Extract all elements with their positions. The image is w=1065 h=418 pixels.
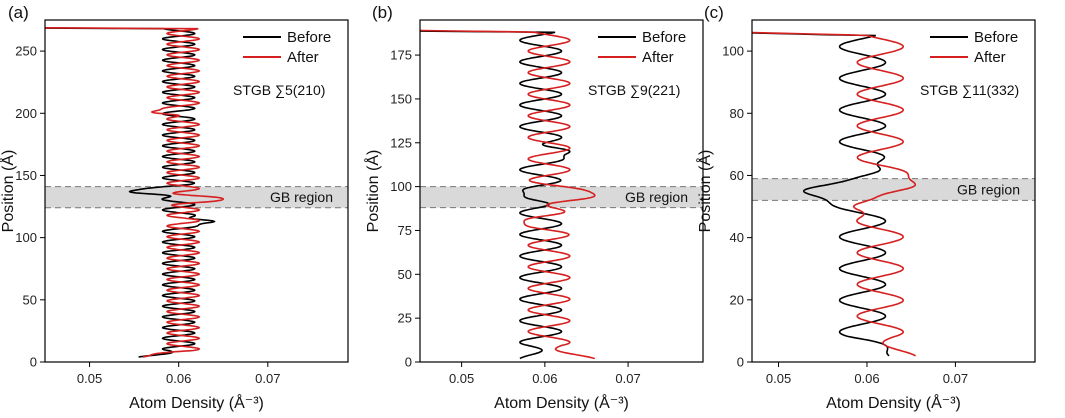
plot-area <box>420 29 596 360</box>
series-line-before <box>752 32 890 357</box>
x-tick-label: 0.06 <box>854 371 879 386</box>
y-tick-label: 50 <box>23 292 37 307</box>
x-axis-title: Atom Density (Å⁻³) <box>826 393 961 412</box>
panel-c: 0.05 0.06 0.07 0 20 40 60 80 100 Atom Density (Å⁻… <box>695 3 1036 412</box>
axes-frame <box>44 19 349 363</box>
y-tick-label: 100 <box>15 230 37 245</box>
stgb-annotation: STGB ∑5(210) <box>233 82 325 98</box>
panel-b: 0.05 0.06 0.07 0 25 50 75 100 125 150 175 Atom Dens… <box>363 3 704 412</box>
y-tick-label: 25 <box>398 311 412 326</box>
y-tick-label: 175 <box>390 48 412 63</box>
y-axis-title: Position (Å) <box>363 150 382 233</box>
x-tick-label: 0.06 <box>532 371 557 386</box>
y-tick-label: 200 <box>15 106 37 121</box>
panel-label: (c) <box>704 3 724 22</box>
legend-label-after: After <box>642 49 674 66</box>
stgb-annotation: STGB ∑9(221) <box>588 82 680 98</box>
x-tick-label: 0.05 <box>766 371 791 386</box>
gb-region-band <box>45 186 348 208</box>
y-tick-label: 150 <box>15 168 37 183</box>
x-axis-title: Atom Density (Å⁻³) <box>129 393 264 412</box>
legend-label-after: After <box>974 49 1006 66</box>
gb-region-label: GB region <box>957 181 1020 197</box>
x-tick-label: 0.07 <box>615 371 640 386</box>
panel-label: (a) <box>8 3 29 22</box>
series-line-before <box>45 27 216 358</box>
y-tick-label: 75 <box>398 223 412 238</box>
y-tick-label: 0 <box>405 355 412 370</box>
gb-region-band <box>420 186 703 208</box>
y-tick-label: 150 <box>390 91 412 106</box>
x-tick-label: 0.06 <box>166 371 191 386</box>
axes-frame <box>751 19 1036 363</box>
series-line-after <box>420 29 596 360</box>
legend-label-after: After <box>287 49 319 66</box>
y-tick-label: 50 <box>398 267 412 282</box>
y-tick-label: 100 <box>722 44 744 59</box>
x-axis-title: Atom Density (Å⁻³) <box>494 393 629 412</box>
gb-region-label: GB region <box>270 189 333 205</box>
y-tick-label: 0 <box>737 355 744 370</box>
plot-area <box>45 26 225 358</box>
series-line-before <box>420 30 571 360</box>
panel-a: 0.05 0.06 0.07 0 50 100 150 200 250 Atom Density … <box>0 3 349 412</box>
axes-frame <box>419 19 704 363</box>
y-tick-label: 40 <box>730 230 744 245</box>
x-tick-label: 0.07 <box>943 371 968 386</box>
gb-region-label: GB region <box>625 189 688 205</box>
y-tick-label: 80 <box>730 106 744 121</box>
x-tick-label: 0.07 <box>255 371 280 386</box>
x-tick-label: 0.05 <box>77 371 102 386</box>
y-tick-label: 20 <box>730 292 744 307</box>
y-tick-label: 125 <box>390 135 412 150</box>
y-tick-label: 60 <box>730 168 744 183</box>
series-line-after <box>45 26 225 358</box>
x-tick-label: 0.05 <box>449 371 474 386</box>
plot-area <box>752 31 917 357</box>
legend-label-before: Before <box>974 29 1018 46</box>
series-line-after <box>752 31 917 357</box>
y-axis-title: Position (Å) <box>0 150 17 233</box>
y-tick-label: 250 <box>15 44 37 59</box>
y-axis-title: Position (Å) <box>695 150 714 233</box>
legend-label-before: Before <box>287 29 331 46</box>
y-tick-label: 0 <box>30 355 37 370</box>
gb-region-band <box>752 178 1035 201</box>
panel-label: (b) <box>372 3 393 22</box>
y-tick-label: 100 <box>390 179 412 194</box>
stgb-annotation: STGB ∑11(332) <box>920 82 1019 98</box>
legend-label-before: Before <box>642 29 686 46</box>
